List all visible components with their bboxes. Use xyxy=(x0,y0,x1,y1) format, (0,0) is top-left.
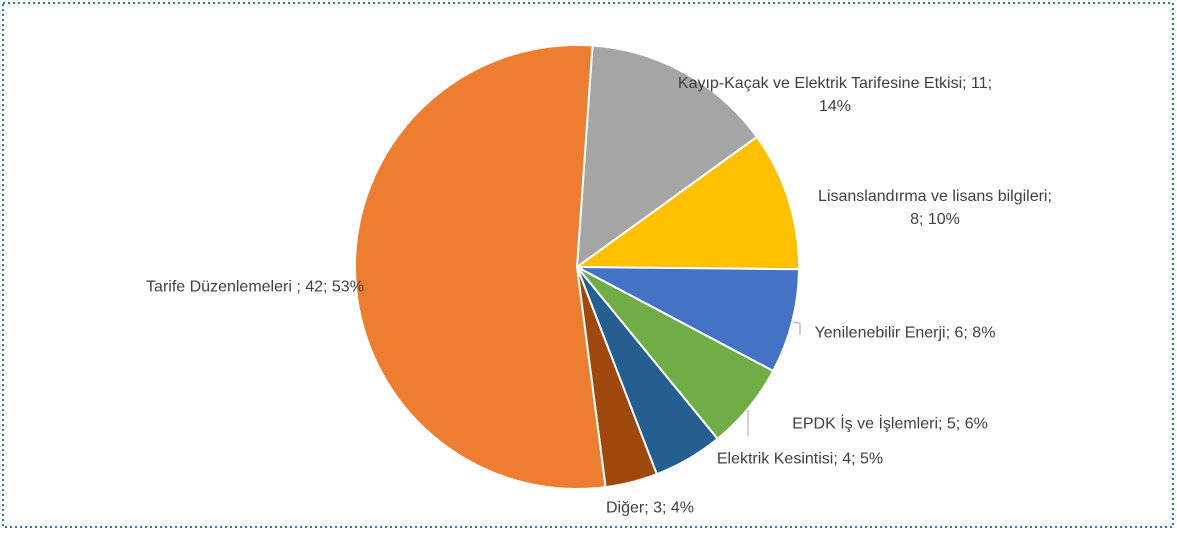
pie-slice xyxy=(354,44,607,490)
label-value: 3 xyxy=(653,499,662,517)
label-separator: ; xyxy=(644,499,654,517)
label-percent: 53% xyxy=(331,278,364,296)
label-percent: 4% xyxy=(670,499,695,517)
label-percent: 14% xyxy=(818,98,852,115)
label-percent: 5% xyxy=(860,450,884,468)
label-separator: ; xyxy=(833,450,843,468)
label-category: Diğer xyxy=(605,499,645,517)
label-value: 6 xyxy=(954,324,964,342)
label-separator: ; xyxy=(296,278,306,296)
data-label: Diğer; 3; 4% xyxy=(570,497,730,520)
label-separator: ; xyxy=(918,211,928,228)
data-label: Lisanslandırma ve lisans bilgileri; 8; 1… xyxy=(815,185,1055,231)
label-separator: ; xyxy=(987,75,993,92)
label-category: Lisanslandırma ve lisans bilgileri xyxy=(818,188,1048,205)
data-label: Yenilenebilir Enerji; 6; 8% xyxy=(805,322,1005,345)
label-separator: ; xyxy=(662,499,671,517)
label-value: 5 xyxy=(946,415,956,433)
data-label: Kayıp-Kaçak ve Elektrik Tarifesine Etkis… xyxy=(675,72,995,118)
label-value: 11 xyxy=(971,75,988,92)
label-separator: ; xyxy=(955,415,965,433)
label-percent: 10% xyxy=(927,211,960,228)
leader-line xyxy=(792,321,801,335)
label-category: Tarife Düzenlemeleri xyxy=(146,278,297,296)
label-value: 8 xyxy=(910,211,919,228)
label-percent: 8% xyxy=(972,324,996,342)
label-separator: ; xyxy=(851,450,861,468)
label-value: 42 xyxy=(305,278,324,296)
label-separator: ; xyxy=(323,278,332,296)
data-label: Tarife Düzenlemeleri ; 42; 53% xyxy=(140,276,370,299)
label-separator: ; xyxy=(1047,188,1052,205)
label-category: Elektrik Kesintisi xyxy=(716,450,834,468)
label-separator: ; xyxy=(938,415,947,433)
label-separator: ; xyxy=(945,324,955,342)
pie-slice xyxy=(575,44,759,270)
label-category: Yenilenebilir Enerji xyxy=(814,324,946,342)
data-label: EPDK İş ve İşlemleri; 5; 6% xyxy=(740,413,1040,436)
pie-slice xyxy=(573,135,800,271)
label-category: Kayıp-Kaçak ve Elektrik Tarifesine Etkis… xyxy=(677,75,963,92)
pie-slice xyxy=(576,266,800,373)
label-percent: 6% xyxy=(964,415,988,433)
label-value: 4 xyxy=(842,450,852,468)
data-label: Elektrik Kesintisi; 4; 5% xyxy=(670,448,930,471)
label-separator: ; xyxy=(963,324,973,342)
label-separator: ; xyxy=(962,75,972,92)
label-category: EPDK İş ve İşlemleri xyxy=(792,415,938,433)
